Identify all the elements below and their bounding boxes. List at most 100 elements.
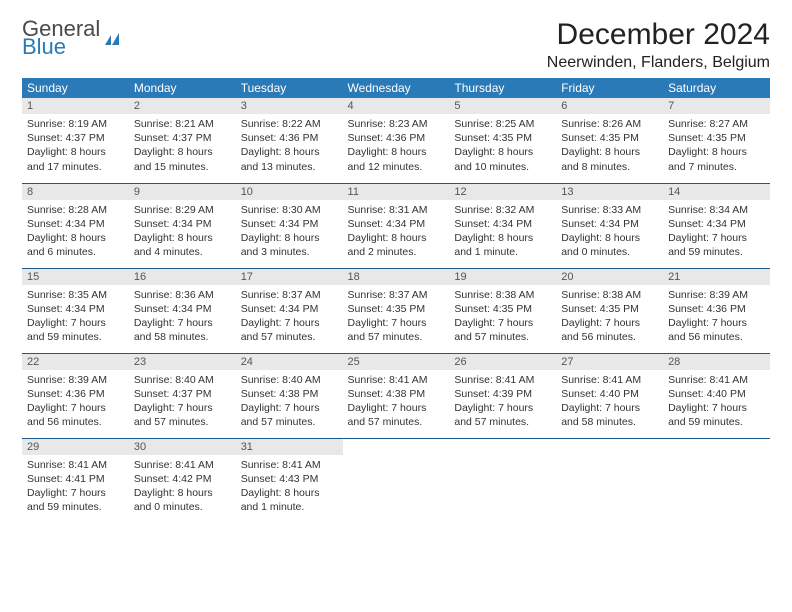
day-header: Sunday — [22, 78, 129, 98]
day-number: 8 — [22, 184, 129, 200]
day-number: 2 — [129, 98, 236, 114]
calendar-cell: 27Sunrise: 8:41 AMSunset: 4:40 PMDayligh… — [556, 353, 663, 438]
day-details: Sunrise: 8:27 AMSunset: 4:35 PMDaylight:… — [663, 114, 770, 179]
calendar-cell: 4Sunrise: 8:23 AMSunset: 4:36 PMDaylight… — [343, 98, 450, 183]
day-details: Sunrise: 8:29 AMSunset: 4:34 PMDaylight:… — [129, 200, 236, 265]
calendar-cell: 13Sunrise: 8:33 AMSunset: 4:34 PMDayligh… — [556, 183, 663, 268]
calendar-cell: 18Sunrise: 8:37 AMSunset: 4:35 PMDayligh… — [343, 268, 450, 353]
day-details: Sunrise: 8:41 AMSunset: 4:43 PMDaylight:… — [236, 455, 343, 520]
day-details: Sunrise: 8:36 AMSunset: 4:34 PMDaylight:… — [129, 285, 236, 350]
calendar-cell: 19Sunrise: 8:38 AMSunset: 4:35 PMDayligh… — [449, 268, 556, 353]
calendar-cell: 31Sunrise: 8:41 AMSunset: 4:43 PMDayligh… — [236, 438, 343, 523]
day-number: 29 — [22, 439, 129, 455]
calendar-cell: 29Sunrise: 8:41 AMSunset: 4:41 PMDayligh… — [22, 438, 129, 523]
flag-icon — [105, 31, 123, 45]
day-details: Sunrise: 8:19 AMSunset: 4:37 PMDaylight:… — [22, 114, 129, 179]
day-number: 10 — [236, 184, 343, 200]
calendar-cell: 3Sunrise: 8:22 AMSunset: 4:36 PMDaylight… — [236, 98, 343, 183]
day-number: 7 — [663, 98, 770, 114]
day-number: 15 — [22, 269, 129, 285]
calendar-cell: 1Sunrise: 8:19 AMSunset: 4:37 PMDaylight… — [22, 98, 129, 183]
day-details: Sunrise: 8:41 AMSunset: 4:42 PMDaylight:… — [129, 455, 236, 520]
calendar-body: 1Sunrise: 8:19 AMSunset: 4:37 PMDaylight… — [22, 98, 770, 523]
day-number: 22 — [22, 354, 129, 370]
day-number: 26 — [449, 354, 556, 370]
calendar-cell: 26Sunrise: 8:41 AMSunset: 4:39 PMDayligh… — [449, 353, 556, 438]
calendar-cell: 5Sunrise: 8:25 AMSunset: 4:35 PMDaylight… — [449, 98, 556, 183]
day-number: 24 — [236, 354, 343, 370]
day-header: Tuesday — [236, 78, 343, 98]
day-details: Sunrise: 8:41 AMSunset: 4:40 PMDaylight:… — [663, 370, 770, 435]
month-year: December 2024 — [547, 18, 770, 52]
location: Neerwinden, Flanders, Belgium — [547, 54, 770, 72]
calendar-cell: 28Sunrise: 8:41 AMSunset: 4:40 PMDayligh… — [663, 353, 770, 438]
day-number: 16 — [129, 269, 236, 285]
day-number: 30 — [129, 439, 236, 455]
day-number: 25 — [343, 354, 450, 370]
day-details: Sunrise: 8:41 AMSunset: 4:39 PMDaylight:… — [449, 370, 556, 435]
calendar-cell: 14Sunrise: 8:34 AMSunset: 4:34 PMDayligh… — [663, 183, 770, 268]
calendar-cell — [449, 438, 556, 523]
calendar-cell: 2Sunrise: 8:21 AMSunset: 4:37 PMDaylight… — [129, 98, 236, 183]
calendar-cell: 30Sunrise: 8:41 AMSunset: 4:42 PMDayligh… — [129, 438, 236, 523]
calendar-cell: 17Sunrise: 8:37 AMSunset: 4:34 PMDayligh… — [236, 268, 343, 353]
day-details: Sunrise: 8:28 AMSunset: 4:34 PMDaylight:… — [22, 200, 129, 265]
day-number: 1 — [22, 98, 129, 114]
calendar-cell: 7Sunrise: 8:27 AMSunset: 4:35 PMDaylight… — [663, 98, 770, 183]
calendar-cell — [343, 438, 450, 523]
day-number: 14 — [663, 184, 770, 200]
calendar-cell: 22Sunrise: 8:39 AMSunset: 4:36 PMDayligh… — [22, 353, 129, 438]
calendar-cell: 23Sunrise: 8:40 AMSunset: 4:37 PMDayligh… — [129, 353, 236, 438]
day-number: 31 — [236, 439, 343, 455]
day-number: 6 — [556, 98, 663, 114]
day-details: Sunrise: 8:41 AMSunset: 4:41 PMDaylight:… — [22, 455, 129, 520]
calendar-cell — [556, 438, 663, 523]
day-header: Friday — [556, 78, 663, 98]
calendar-cell: 15Sunrise: 8:35 AMSunset: 4:34 PMDayligh… — [22, 268, 129, 353]
day-number: 17 — [236, 269, 343, 285]
title-block: December 2024 Neerwinden, Flanders, Belg… — [547, 18, 770, 72]
day-details: Sunrise: 8:40 AMSunset: 4:37 PMDaylight:… — [129, 370, 236, 435]
day-number: 4 — [343, 98, 450, 114]
day-number: 3 — [236, 98, 343, 114]
day-details: Sunrise: 8:25 AMSunset: 4:35 PMDaylight:… — [449, 114, 556, 179]
calendar-cell: 12Sunrise: 8:32 AMSunset: 4:34 PMDayligh… — [449, 183, 556, 268]
calendar-cell: 16Sunrise: 8:36 AMSunset: 4:34 PMDayligh… — [129, 268, 236, 353]
calendar-cell — [663, 438, 770, 523]
day-details: Sunrise: 8:21 AMSunset: 4:37 PMDaylight:… — [129, 114, 236, 179]
day-number: 12 — [449, 184, 556, 200]
day-number: 28 — [663, 354, 770, 370]
calendar-cell: 9Sunrise: 8:29 AMSunset: 4:34 PMDaylight… — [129, 183, 236, 268]
day-details: Sunrise: 8:35 AMSunset: 4:34 PMDaylight:… — [22, 285, 129, 350]
day-details: Sunrise: 8:23 AMSunset: 4:36 PMDaylight:… — [343, 114, 450, 179]
logo: General Blue — [22, 18, 123, 58]
logo-text-blue: Blue — [22, 36, 100, 58]
header: General Blue December 2024 Neerwinden, F… — [22, 18, 770, 72]
day-header: Wednesday — [343, 78, 450, 98]
calendar-cell: 25Sunrise: 8:41 AMSunset: 4:38 PMDayligh… — [343, 353, 450, 438]
day-number: 27 — [556, 354, 663, 370]
day-details: Sunrise: 8:40 AMSunset: 4:38 PMDaylight:… — [236, 370, 343, 435]
day-number: 9 — [129, 184, 236, 200]
calendar-cell: 10Sunrise: 8:30 AMSunset: 4:34 PMDayligh… — [236, 183, 343, 268]
calendar-head: SundayMondayTuesdayWednesdayThursdayFrid… — [22, 78, 770, 98]
calendar-cell: 24Sunrise: 8:40 AMSunset: 4:38 PMDayligh… — [236, 353, 343, 438]
calendar-cell: 20Sunrise: 8:38 AMSunset: 4:35 PMDayligh… — [556, 268, 663, 353]
day-details: Sunrise: 8:22 AMSunset: 4:36 PMDaylight:… — [236, 114, 343, 179]
calendar-cell: 6Sunrise: 8:26 AMSunset: 4:35 PMDaylight… — [556, 98, 663, 183]
day-number: 21 — [663, 269, 770, 285]
day-number: 18 — [343, 269, 450, 285]
calendar-table: SundayMondayTuesdayWednesdayThursdayFrid… — [22, 78, 770, 523]
day-number: 13 — [556, 184, 663, 200]
day-details: Sunrise: 8:31 AMSunset: 4:34 PMDaylight:… — [343, 200, 450, 265]
calendar-cell: 8Sunrise: 8:28 AMSunset: 4:34 PMDaylight… — [22, 183, 129, 268]
day-details: Sunrise: 8:32 AMSunset: 4:34 PMDaylight:… — [449, 200, 556, 265]
day-header: Thursday — [449, 78, 556, 98]
day-details: Sunrise: 8:37 AMSunset: 4:34 PMDaylight:… — [236, 285, 343, 350]
day-details: Sunrise: 8:41 AMSunset: 4:40 PMDaylight:… — [556, 370, 663, 435]
calendar-cell: 11Sunrise: 8:31 AMSunset: 4:34 PMDayligh… — [343, 183, 450, 268]
day-details: Sunrise: 8:38 AMSunset: 4:35 PMDaylight:… — [449, 285, 556, 350]
day-details: Sunrise: 8:37 AMSunset: 4:35 PMDaylight:… — [343, 285, 450, 350]
day-details: Sunrise: 8:39 AMSunset: 4:36 PMDaylight:… — [663, 285, 770, 350]
day-details: Sunrise: 8:34 AMSunset: 4:34 PMDaylight:… — [663, 200, 770, 265]
